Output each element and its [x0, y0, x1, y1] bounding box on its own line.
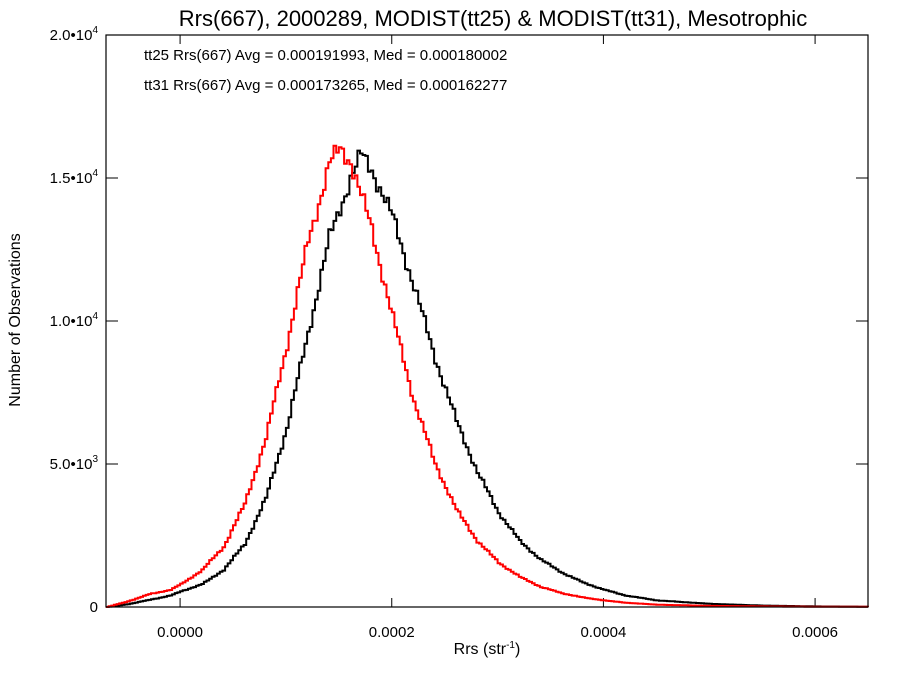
plot-frame — [105, 34, 869, 608]
annotation-tt31: tt31 Rrs(667) Avg = 0.000173265, Med = 0… — [144, 77, 507, 94]
x-tick-label: 0.0002 — [369, 624, 415, 641]
data-series — [106, 144, 869, 608]
x-tick-label: 0.0000 — [157, 624, 203, 641]
chart-title: Rrs(667), 2000289, MODIST(tt25) & MODIST… — [179, 6, 807, 31]
series-line-tt31 — [106, 144, 869, 608]
x-tick-label: 0.0004 — [580, 624, 626, 641]
x-axis-label: Rrs (str-1) — [454, 640, 521, 658]
y-tick-label: 0 — [90, 599, 98, 616]
x-tick-label: 0.0006 — [792, 624, 838, 641]
series-line-tt25 — [106, 149, 868, 608]
annotation-tt25: tt25 Rrs(667) Avg = 0.000191993, Med = 0… — [144, 47, 507, 64]
y-tick-label: 5.0•103 — [50, 454, 99, 473]
y-axis-label: Number of Observations — [7, 233, 24, 406]
y-tick-label: 2.0•104 — [50, 25, 99, 44]
y-tick-label: 1.0•104 — [50, 311, 99, 330]
axis-ticks: 0.0000 0.0002 0.0004 0.0006 0 5.0•103 1.0•104 1… — [50, 25, 868, 641]
y-tick-label: 1.5•104 — [50, 168, 99, 187]
